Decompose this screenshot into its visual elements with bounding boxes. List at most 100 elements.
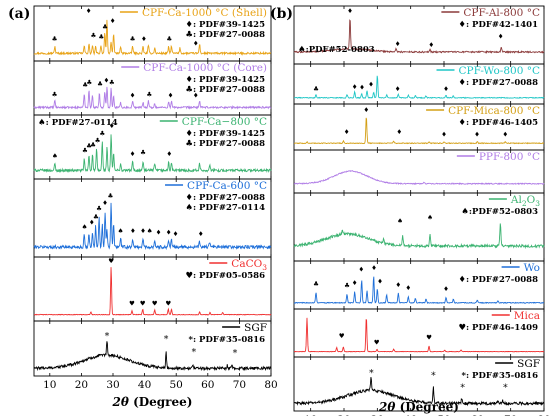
x-tick-label: 50 <box>170 379 183 391</box>
series-label: CPF-Ca-1000 °C (Core) <box>143 62 267 74</box>
series-line <box>293 276 545 305</box>
peak-marker: ♦ <box>130 150 136 158</box>
series-line <box>293 223 545 250</box>
peak-marker: ♦ <box>103 77 109 85</box>
peak-marker: ♦ <box>344 128 350 136</box>
peak-marker: ♣ <box>344 282 350 290</box>
x-tick-label: 10 <box>304 414 317 416</box>
series-label: CPF-Mica-800 °C <box>448 105 540 117</box>
peak-marker: ♦ <box>395 85 401 93</box>
peak-marker: ♦ <box>168 92 174 100</box>
peak-marker: ♥ <box>108 257 114 265</box>
peak-marker: ♦ <box>109 122 115 130</box>
subplot: CaCO3♥: PDF#05-0586 ♥ ♥ ♥ ♥ ♥ <box>33 256 272 322</box>
peak-marker: ♣ <box>82 146 88 154</box>
peak-marker: ♦ <box>89 219 95 227</box>
pdf-reference: ♦: PDF#27-0088 <box>185 193 265 203</box>
pdf-reference: ♥: PDF#05-0586 <box>185 271 265 281</box>
pdf-reference: ♣: PDF#27-0088 <box>185 85 265 95</box>
series-line <box>294 117 545 145</box>
series-line <box>33 134 272 174</box>
peak-marker: ♦ <box>395 281 401 289</box>
series-line <box>33 267 272 316</box>
peak-marker: ♦ <box>166 228 172 236</box>
subplot: Mica♥: PDF#46-1409 ♥ ♥ ♥ <box>293 308 545 358</box>
peak-marker: ♦ <box>443 85 449 93</box>
series-label: Al2O3 <box>510 194 540 208</box>
peak-marker: ♣ <box>140 149 146 157</box>
peak-marker: ♣ <box>313 85 319 93</box>
peak-marker: * <box>192 348 197 358</box>
peak-marker: ♥ <box>165 300 171 308</box>
side-pdf-reference: ♠: PDF#27-0114 <box>38 118 118 128</box>
series-label: SGF <box>517 358 540 370</box>
subplot: SGF*: PDF#35-0816 * * * * <box>33 320 272 377</box>
peak-marker: ♦ <box>371 264 377 272</box>
pdf-reference: ♦: PDF#27-0088 <box>458 78 538 88</box>
series-label: CPF-Al-800 °C <box>463 7 540 19</box>
peak-marker: ♣ <box>97 80 103 88</box>
peak-marker: ♠ <box>118 227 124 235</box>
pdf-reference: ♦: PDF#27-0088 <box>458 275 538 285</box>
subplot-frame <box>293 356 545 412</box>
peak-marker: ♠ <box>427 214 433 222</box>
peak-marker: ♦ <box>130 227 136 235</box>
subplot: CPF-Ca-1000 °C (Core)♦: PDF#39-1425♣: PD… <box>33 60 272 116</box>
peak-marker: ♣ <box>90 141 96 149</box>
subplot: CPF-Ca-600 °C♦: PDF#27-0088♠: PDF#27-011… <box>33 178 272 258</box>
peak-marker: ♣ <box>52 90 58 98</box>
series-line <box>33 19 272 56</box>
peak-marker: ♦ <box>405 284 411 292</box>
subplot: CPF-Wo-800 °C♦: PDF#27-0088♣ ♦ ♦ ♦♦ ♦ <box>293 63 545 105</box>
panel-a: (a) CPF-Ca-1000 °C (Shell)♦: PDF#39-1425♣… <box>8 5 278 409</box>
series-label: CPF-Wo-800 °C <box>459 65 541 77</box>
peak-marker: ♣ <box>130 35 136 43</box>
pdf-reference: ♦: PDF#39-1425 <box>185 129 265 139</box>
peak-marker: ♦ <box>474 130 480 138</box>
x-tick-label: 50 <box>437 414 450 416</box>
pdf-reference: ♣: PDF#27-0088 <box>185 139 265 149</box>
x-axis-label: 2θ (Degree) <box>378 400 459 414</box>
series-label: PPF-800 °C <box>479 151 540 163</box>
pdf-reference: ♥: PDF#46-1409 <box>458 323 538 333</box>
pdf-reference: ♦: PDF#39-1425 <box>185 20 265 30</box>
x-tick-label: 40 <box>404 414 417 416</box>
x-tick-label: 60 <box>471 414 484 416</box>
peak-marker: ♦ <box>443 285 449 293</box>
pdf-reference: ♦: PDF#39-1425 <box>185 75 265 85</box>
peak-marker: ♦ <box>347 7 353 15</box>
peak-marker: ♠ <box>397 217 403 225</box>
x-axis-label: 2θ (Degree) <box>112 395 193 409</box>
peak-marker: ♦ <box>193 39 199 47</box>
series-line <box>293 19 545 54</box>
peak-marker: * <box>105 332 110 342</box>
subplot: SGF*: PDF#35-0816 * * * * <box>293 356 545 412</box>
x-tick-label: 20 <box>337 414 350 416</box>
peak-marker: ♣ <box>95 136 101 144</box>
peak-marker: ♥ <box>426 334 432 342</box>
series-label: Wo <box>524 262 540 274</box>
subplot: CPF-Ca-1000 °C (Shell)♦: PDF#39-1425♣: P… <box>33 5 272 62</box>
peak-marker: ♦ <box>140 227 146 235</box>
peak-marker: ♣ <box>93 213 99 221</box>
series-line <box>33 341 272 372</box>
peak-marker: ♠ <box>52 152 58 160</box>
peak-marker: ♦ <box>166 150 172 158</box>
pdf-reference: ♦: PDF#46-1405 <box>458 118 538 128</box>
subplot-frame <box>293 260 545 310</box>
peak-marker: ♣ <box>146 90 152 98</box>
peak-marker: ♦ <box>130 92 136 100</box>
pdf-reference: ♠: PDF#27-0114 <box>185 203 265 213</box>
peak-marker: ♥ <box>129 300 135 308</box>
peak-marker: * <box>460 384 465 394</box>
peak-marker: * <box>431 372 436 382</box>
peak-marker: ♥ <box>152 300 158 308</box>
peak-marker: * <box>233 349 238 359</box>
peak-marker: ♦ <box>502 130 508 138</box>
peak-marker: ♣ <box>99 130 105 138</box>
subplot-frame <box>293 308 545 358</box>
series-line <box>33 86 272 110</box>
x-tick-label: 40 <box>138 379 151 391</box>
peak-marker: ♦ <box>193 92 199 100</box>
